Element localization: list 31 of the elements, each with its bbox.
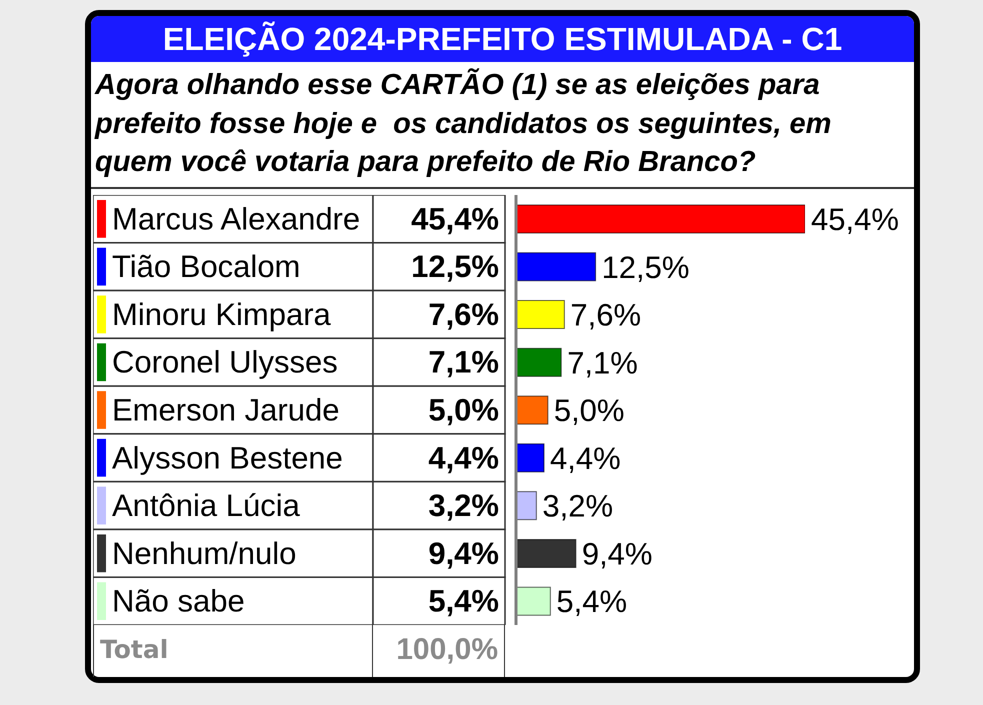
data-label: 4,4% [428,440,499,476]
y-tick-label: Não sabe [112,584,245,619]
y-tick-label: Alysson Bestene [112,440,343,476]
text: 12,5% [602,250,690,285]
data-label: 5,0% [428,392,499,428]
text: Total [94,625,374,677]
data-label: 7,1% [428,344,499,380]
y-tick-label: Nenhum/nulo [112,536,296,571]
data-label: 9,4% [428,536,499,571]
data-label: 45,4% [411,201,499,236]
text: 5,4% [556,584,628,620]
text: 7,1% [567,345,638,380]
y-tick-label: Marcus Alexandre [112,201,360,236]
data-label: 12,5% [411,249,499,284]
data-label: 7,6% [428,296,499,332]
y-tick-label: Coronel Ulysses [112,344,338,380]
y-tick-label: Emerson Jarude [112,392,340,428]
text: 5,0% [554,393,624,428]
y-tick-label: Tião Bocalom [112,249,300,284]
text: 3,2% [542,488,614,524]
text: 45,4% [811,202,899,238]
text: 7,6% [570,298,642,333]
text: 9,4% [582,536,653,572]
y-tick-label: Minoru Kimpara [112,296,332,332]
chart-title: ELEIÇÃO 2024-PREFEITO ESTIMULADA - C1 [91,16,914,62]
text: 4,4% [550,440,621,476]
data-label: 5,4% [428,584,499,619]
y-tick-label: Antônia Lúcia [112,488,301,524]
chart-subtitle: Agora olhando esse CARTÃO (1) se as eleições para prefeito fosse hoje e os candidatos os seguintes, em quem você votaria para prefeito de Rio Branco? [95,67,832,180]
text: 100,0% [373,625,505,677]
data-label: 3,2% [428,488,499,524]
